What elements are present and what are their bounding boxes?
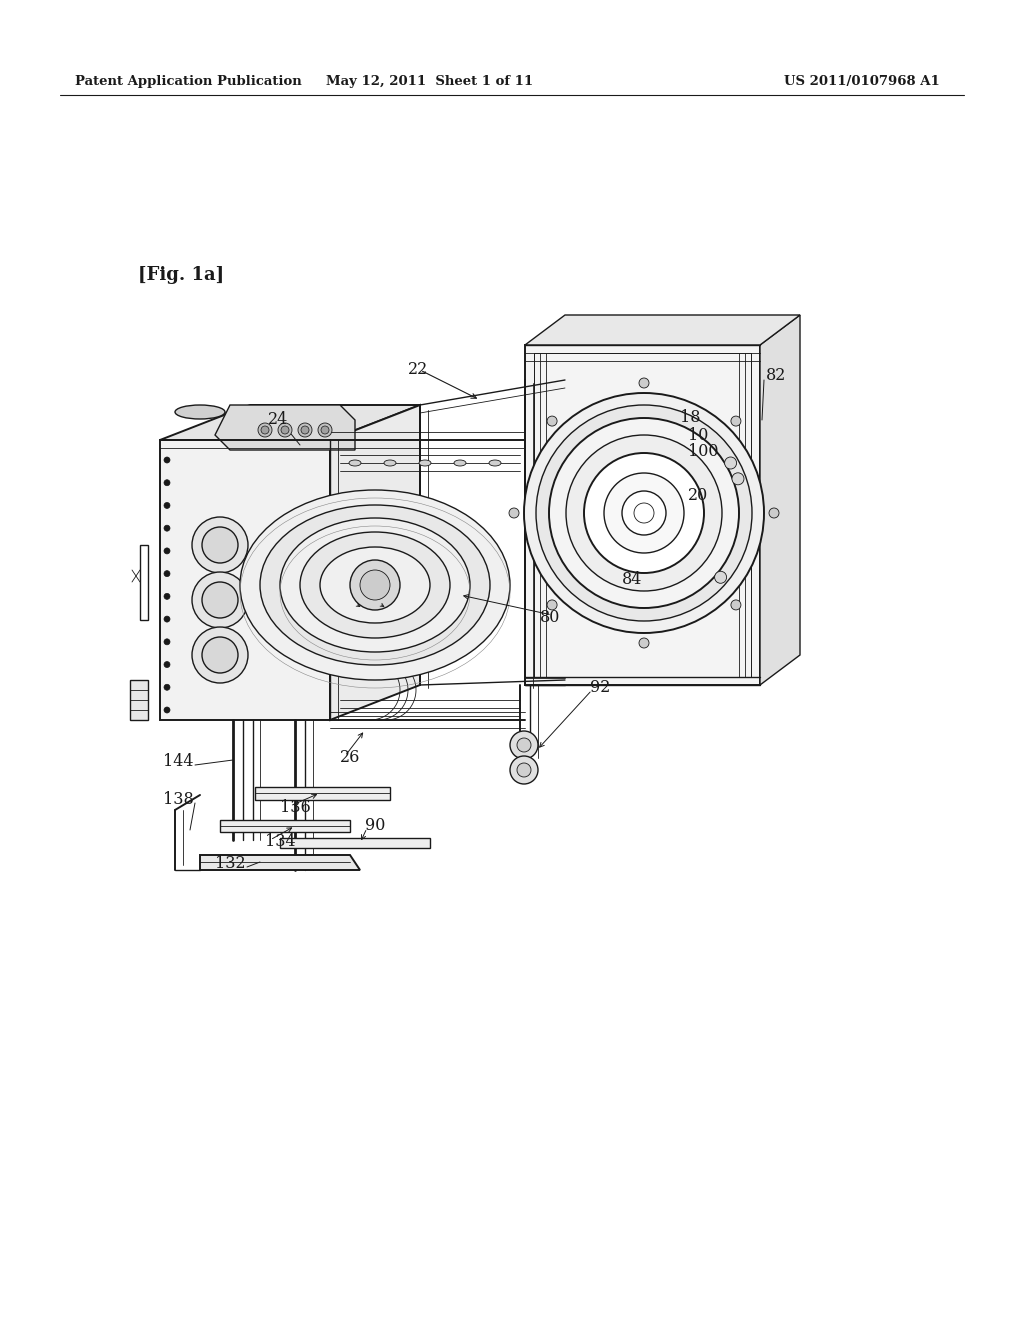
Circle shape <box>731 416 741 426</box>
Ellipse shape <box>454 459 466 466</box>
Circle shape <box>639 378 649 388</box>
Circle shape <box>321 426 329 434</box>
Circle shape <box>509 508 519 517</box>
Text: 132: 132 <box>215 855 246 873</box>
Circle shape <box>517 738 531 752</box>
Ellipse shape <box>319 546 430 623</box>
Circle shape <box>164 457 170 463</box>
Circle shape <box>193 517 248 573</box>
Circle shape <box>510 731 538 759</box>
Circle shape <box>547 416 557 426</box>
Circle shape <box>164 570 170 577</box>
Polygon shape <box>280 838 430 847</box>
Circle shape <box>622 491 666 535</box>
Ellipse shape <box>349 459 361 466</box>
Text: 100: 100 <box>688 444 719 461</box>
Circle shape <box>164 684 170 690</box>
Circle shape <box>164 708 170 713</box>
Polygon shape <box>525 315 800 345</box>
Ellipse shape <box>300 532 450 638</box>
Circle shape <box>301 426 309 434</box>
Polygon shape <box>760 315 800 685</box>
Circle shape <box>524 393 764 634</box>
Circle shape <box>193 572 248 628</box>
Ellipse shape <box>260 506 490 665</box>
Circle shape <box>318 422 332 437</box>
Circle shape <box>164 525 170 531</box>
Circle shape <box>769 508 779 517</box>
Text: May 12, 2011  Sheet 1 of 11: May 12, 2011 Sheet 1 of 11 <box>327 75 534 88</box>
Circle shape <box>725 457 736 469</box>
Circle shape <box>164 594 170 599</box>
Text: Patent Application Publication: Patent Application Publication <box>75 75 302 88</box>
Circle shape <box>261 426 269 434</box>
Text: 84: 84 <box>622 572 642 589</box>
Circle shape <box>164 616 170 622</box>
Circle shape <box>202 638 238 673</box>
Ellipse shape <box>240 490 510 680</box>
Circle shape <box>193 627 248 682</box>
Circle shape <box>510 756 538 784</box>
Circle shape <box>298 422 312 437</box>
Text: 138: 138 <box>163 792 194 808</box>
Text: 26: 26 <box>340 750 360 767</box>
Circle shape <box>164 661 170 668</box>
Polygon shape <box>330 405 420 719</box>
Circle shape <box>584 453 705 573</box>
Circle shape <box>731 599 741 610</box>
Circle shape <box>281 426 289 434</box>
Text: 136: 136 <box>280 800 310 817</box>
Text: 82: 82 <box>766 367 786 384</box>
Text: [Fig. 1a]: [Fig. 1a] <box>138 267 224 284</box>
Circle shape <box>639 638 649 648</box>
Circle shape <box>278 422 292 437</box>
Text: 90: 90 <box>365 817 385 834</box>
Circle shape <box>547 599 557 610</box>
Polygon shape <box>160 405 420 440</box>
Text: 10: 10 <box>688 426 709 444</box>
Circle shape <box>549 418 739 609</box>
Circle shape <box>732 473 744 484</box>
Circle shape <box>164 548 170 554</box>
Circle shape <box>164 503 170 508</box>
Ellipse shape <box>280 517 470 652</box>
Text: 144: 144 <box>163 754 194 771</box>
Polygon shape <box>160 440 330 719</box>
Circle shape <box>566 436 722 591</box>
Text: 80: 80 <box>540 610 560 627</box>
Circle shape <box>715 572 727 583</box>
Polygon shape <box>215 405 355 450</box>
Polygon shape <box>200 855 360 870</box>
Circle shape <box>604 473 684 553</box>
Circle shape <box>536 405 752 620</box>
Ellipse shape <box>175 405 225 418</box>
Polygon shape <box>525 345 760 685</box>
Text: 92: 92 <box>590 680 610 697</box>
Text: 22: 22 <box>408 362 428 379</box>
Circle shape <box>517 763 531 777</box>
Circle shape <box>350 560 400 610</box>
Text: 134: 134 <box>265 833 296 850</box>
Polygon shape <box>130 680 148 719</box>
Polygon shape <box>220 820 350 832</box>
Circle shape <box>360 570 390 601</box>
Text: 18: 18 <box>680 409 700 426</box>
Circle shape <box>164 639 170 644</box>
Polygon shape <box>255 787 390 800</box>
Text: 20: 20 <box>688 487 709 503</box>
Ellipse shape <box>489 459 501 466</box>
Circle shape <box>258 422 272 437</box>
Ellipse shape <box>419 459 431 466</box>
Circle shape <box>164 479 170 486</box>
Circle shape <box>202 527 238 564</box>
Text: US 2011/0107968 A1: US 2011/0107968 A1 <box>784 75 940 88</box>
Circle shape <box>202 582 238 618</box>
Text: 24: 24 <box>268 412 288 429</box>
Ellipse shape <box>384 459 396 466</box>
